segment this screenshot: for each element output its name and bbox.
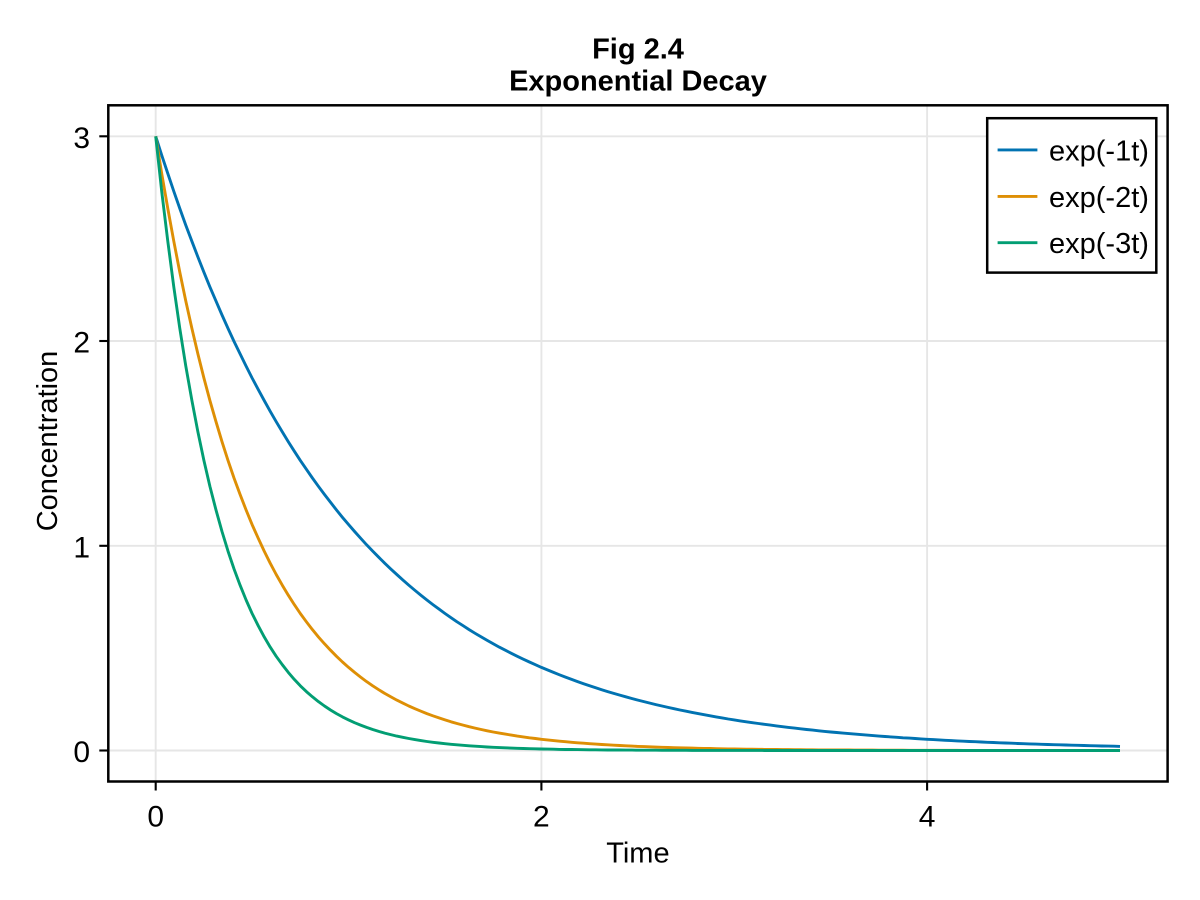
svg-text:0: 0 xyxy=(73,736,90,769)
svg-text:3: 3 xyxy=(73,122,90,155)
svg-text:Exponential Decay: Exponential Decay xyxy=(509,66,767,98)
svg-text:Time: Time xyxy=(606,838,669,870)
svg-text:2: 2 xyxy=(73,327,90,360)
svg-text:exp(-2t): exp(-2t) xyxy=(1049,182,1149,214)
svg-text:4: 4 xyxy=(919,801,936,834)
svg-text:exp(-1t): exp(-1t) xyxy=(1049,135,1149,167)
svg-text:exp(-3t): exp(-3t) xyxy=(1049,228,1149,260)
svg-text:Concentration: Concentration xyxy=(32,351,64,532)
svg-text:0: 0 xyxy=(147,801,164,834)
svg-text:Fig 2.4: Fig 2.4 xyxy=(592,34,684,66)
svg-text:2: 2 xyxy=(533,801,550,834)
svg-text:1: 1 xyxy=(73,531,90,564)
